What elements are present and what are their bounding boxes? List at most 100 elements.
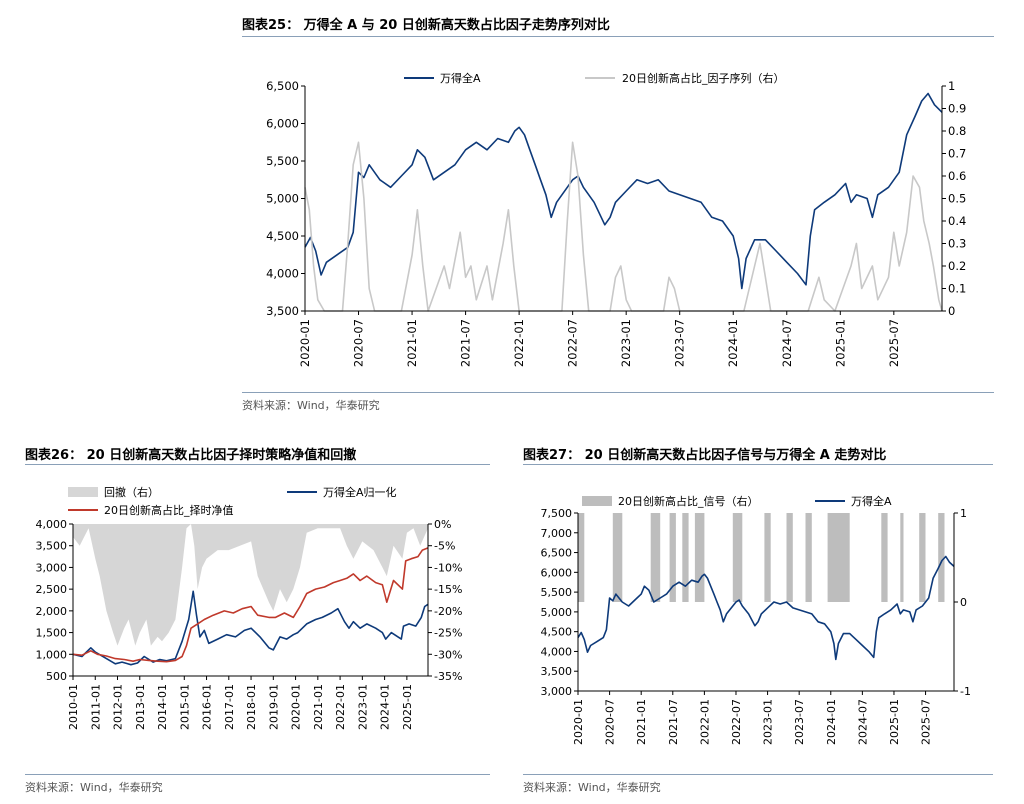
fig26-ytick-right-4: -20% bbox=[434, 605, 462, 618]
fig25-xtick-6: 2023-01 bbox=[619, 319, 633, 367]
fig26-ytick-left-7: 4,000 bbox=[36, 518, 68, 531]
fig27-top-rule bbox=[523, 464, 993, 465]
fig27-ytick-left-4: 5,000 bbox=[541, 606, 573, 619]
fig26-xtick-5: 2015-01 bbox=[178, 684, 191, 730]
fig26-xtick-12: 2022-01 bbox=[334, 684, 347, 730]
fig25-ytick-right-1: 0.1 bbox=[948, 282, 966, 296]
fig25-ytick-right-4: 0.4 bbox=[948, 214, 966, 228]
fig25-ytick-left-1: 4,000 bbox=[266, 267, 299, 281]
fig26-ytick-left-0: 500 bbox=[46, 670, 67, 683]
fig26-legend-label-0: 回撤（右） bbox=[104, 485, 159, 499]
fig25-top-rule bbox=[242, 36, 994, 37]
fig27-ytick-left-8: 7,000 bbox=[541, 527, 573, 540]
fig27-xtick-6: 2023-01 bbox=[762, 699, 775, 745]
fig26-ytick-left-4: 2,500 bbox=[36, 583, 68, 596]
fig27-xtick-10: 2025-01 bbox=[888, 699, 901, 745]
fig27-signal-bar-10 bbox=[827, 513, 850, 602]
fig25-ytick-left-2: 4,500 bbox=[266, 229, 299, 243]
fig27-xtick-4: 2022-01 bbox=[698, 699, 711, 745]
fig27-signal-bar-4 bbox=[682, 513, 689, 602]
fig25-xtick-0: 2020-01 bbox=[298, 319, 312, 367]
fig27-signal-bar-8 bbox=[786, 513, 793, 602]
fig26-ytick-left-3: 2,000 bbox=[36, 605, 68, 618]
fig26-ytick-left-6: 3,500 bbox=[36, 540, 68, 553]
fig26-legend-label-1: 万得全A归一化 bbox=[323, 485, 397, 499]
fig26-series-1-line bbox=[72, 590, 429, 666]
fig27-legend-label-1: 万得全A bbox=[851, 494, 892, 508]
fig27-signal-bar-2 bbox=[650, 513, 661, 602]
fig26-ytick-left-5: 3,000 bbox=[36, 561, 68, 574]
fig27-title: 图表27： 20 日创新高天数占比因子信号与万得全 A 走势对比 bbox=[523, 448, 887, 463]
fig25-xtick-10: 2025-01 bbox=[833, 319, 847, 367]
fig25-ytick-right-7: 0.7 bbox=[948, 147, 966, 161]
fig27-signal-bar-13 bbox=[919, 513, 926, 602]
fig26-xtick-2: 2012-01 bbox=[112, 684, 125, 730]
fig25-series-0-line bbox=[304, 92, 943, 290]
fig26-legend-swatch-0 bbox=[68, 487, 98, 497]
fig25-xtick-2: 2021-01 bbox=[405, 319, 419, 367]
fig27-xtick-2: 2021-01 bbox=[635, 699, 648, 745]
fig26-series-2-line bbox=[72, 547, 429, 663]
fig26-xtick-11: 2021-01 bbox=[312, 684, 325, 730]
fig27-signal-bar-14 bbox=[938, 513, 945, 602]
fig27-signal-bar-0 bbox=[578, 513, 585, 602]
fig27-xtick-7: 2023-07 bbox=[793, 699, 806, 745]
fig26-xtick-9: 2019-01 bbox=[267, 684, 280, 730]
fig25-xtick-9: 2024-07 bbox=[780, 319, 794, 367]
fig25-ytick-right-2: 0.2 bbox=[948, 259, 966, 273]
fig25-ytick-right-9: 0.9 bbox=[948, 102, 966, 116]
fig26-ytick-right-7: -35% bbox=[434, 670, 462, 683]
fig27-source: 资料来源：Wind，华泰研究 bbox=[523, 781, 661, 794]
fig26-xtick-15: 2025-01 bbox=[401, 684, 414, 730]
fig25-ytick-left-3: 5,000 bbox=[266, 192, 299, 206]
fig26-xtick-6: 2016-01 bbox=[201, 684, 214, 730]
fig27-signal-bar-12 bbox=[900, 513, 904, 602]
fig26-xtick-3: 2013-01 bbox=[134, 684, 147, 730]
fig27-xtick-3: 2021-07 bbox=[667, 699, 680, 745]
fig25-legend-label-1: 20日创新高占比_因子序列（右） bbox=[622, 71, 785, 85]
fig25-xtick-7: 2023-07 bbox=[673, 319, 687, 367]
fig27-ytick-left-1: 3,500 bbox=[541, 665, 573, 678]
fig26-xtick-10: 2020-01 bbox=[290, 684, 303, 730]
fig25-ytick-right-5: 0.5 bbox=[948, 192, 966, 206]
fig26-ytick-right-1: -5% bbox=[434, 540, 455, 553]
fig27-signal-bar-1 bbox=[612, 513, 623, 602]
fig26-ytick-right-2: -10% bbox=[434, 561, 462, 574]
fig25-source: 资料来源：Wind，华泰研究 bbox=[242, 399, 380, 412]
fig26-xtick-0: 2010-01 bbox=[67, 684, 80, 730]
fig26-ytick-right-6: -30% bbox=[434, 648, 462, 661]
fig27-legend-label-0: 20日创新高占比_信号（右） bbox=[618, 494, 759, 508]
fig26-legend-label-2: 20日创新高占比_择时净值 bbox=[104, 503, 234, 517]
fig27-xtick-0: 2020-01 bbox=[572, 699, 585, 745]
fig25-series-1-line bbox=[304, 141, 943, 312]
fig27-signal-bar-9 bbox=[805, 513, 812, 602]
fig25-ytick-left-4: 5,500 bbox=[266, 154, 299, 168]
fig26-xtick-14: 2024-01 bbox=[379, 684, 392, 730]
fig25-ytick-right-8: 0.8 bbox=[948, 124, 966, 138]
fig27-ytick-left-6: 6,000 bbox=[541, 566, 573, 579]
fig26-ytick-left-2: 1,500 bbox=[36, 627, 68, 640]
fig27-xtick-5: 2022-07 bbox=[730, 699, 743, 745]
fig25-title: 图表25： 万得全 A 与 20 日创新高天数占比因子走势序列对比 bbox=[242, 18, 610, 33]
fig26-ytick-right-0: 0% bbox=[434, 518, 451, 531]
fig25-xtick-8: 2024-01 bbox=[726, 319, 740, 367]
fig27-xtick-11: 2025-07 bbox=[920, 699, 933, 745]
fig27-ytick-left-2: 4,000 bbox=[541, 645, 573, 658]
fig25-ytick-left-6: 6,500 bbox=[266, 79, 299, 93]
fig26-top-rule bbox=[25, 464, 490, 465]
fig26-ytick-right-5: -25% bbox=[434, 627, 462, 640]
fig25-ytick-left-0: 3,500 bbox=[266, 304, 299, 318]
fig25-xtick-4: 2022-01 bbox=[512, 319, 526, 367]
fig27-signal-bar-6 bbox=[732, 513, 743, 602]
fig27-ytick-left-3: 4,500 bbox=[541, 626, 573, 639]
fig26-series-0-drawdown-area bbox=[73, 524, 428, 646]
fig26-title: 图表26： 20 日创新高天数占比因子择时策略净值和回撤 bbox=[25, 448, 357, 463]
fig26-xtick-7: 2017-01 bbox=[223, 684, 236, 730]
fig25-xtick-5: 2022-07 bbox=[566, 319, 580, 367]
fig27-ytick-right-2: 1 bbox=[960, 507, 967, 520]
fig25-ytick-right-0: 0 bbox=[948, 304, 955, 318]
fig27-ytick-right-0: -1 bbox=[960, 685, 971, 698]
fig26-ytick-left-1: 1,000 bbox=[36, 648, 68, 661]
fig25-ytick-right-6: 0.6 bbox=[948, 169, 966, 183]
